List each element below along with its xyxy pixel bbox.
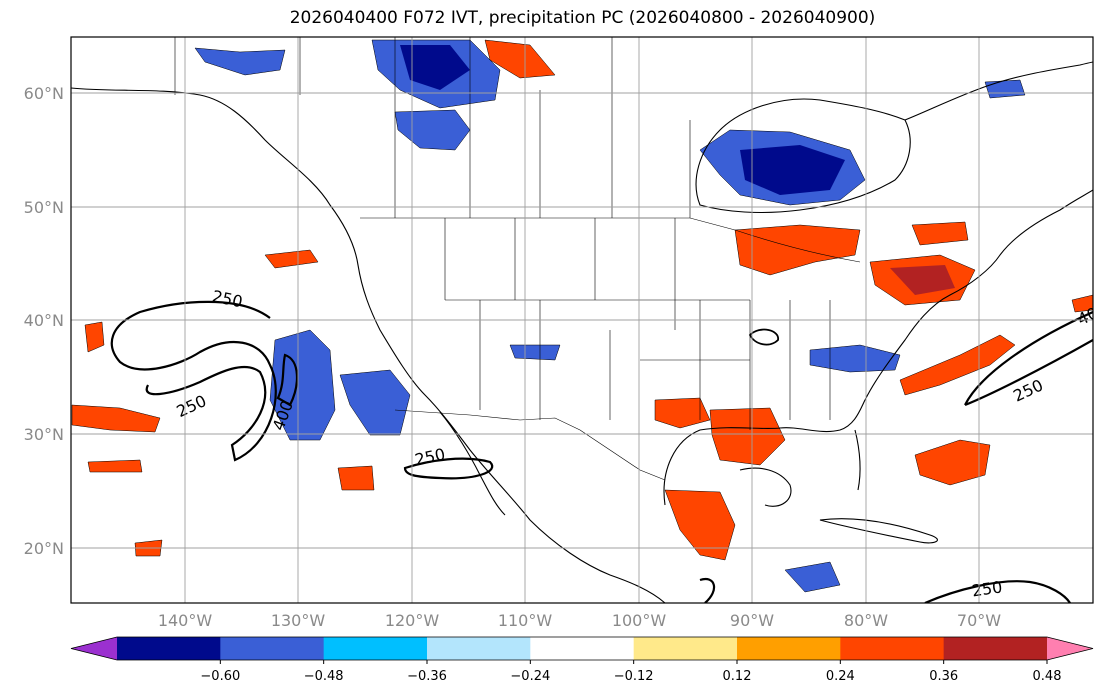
colorbar-segment [530, 637, 635, 660]
colorbar-segment [633, 637, 738, 660]
precip-positive-newfoundland [911, 221, 969, 246]
map-frame [70, 36, 1094, 604]
precip-negative-labrador [984, 79, 1026, 99]
lon-label-80: 80°W [844, 611, 888, 630]
yucatan [739, 467, 792, 507]
colorbar-tick-label: 0.12 [723, 669, 752, 684]
precip-positive-mexico [664, 489, 736, 561]
us-mexico-border [394, 409, 666, 481]
labrador-coast [904, 61, 1093, 121]
lon-label-120: 120°W [385, 611, 440, 630]
colorbar-extend-low [71, 637, 117, 660]
precip-positive-pacific-nw [264, 249, 319, 269]
colorbar-tick-label: −0.12 [614, 669, 654, 684]
colorbar-extend-high [1047, 637, 1093, 660]
precip-negative-alaska-pan [194, 47, 286, 76]
precip-negative-canada-north-core [400, 45, 470, 90]
lon-label-100: 100°W [612, 611, 667, 630]
florida [854, 429, 861, 491]
ivt-contours [110, 300, 1093, 603]
colorbar-tick-label: −0.36 [407, 669, 447, 684]
baja-peninsula [439, 411, 506, 516]
gridlines [71, 37, 1093, 603]
contour-pacific-outer [110, 300, 277, 462]
east-coast [864, 189, 1093, 401]
lat-label-30: 30°N [24, 425, 64, 444]
lon-label-70: 70°W [957, 611, 1001, 630]
cuba [819, 518, 938, 544]
colorbar-segment [220, 637, 325, 660]
map-title: 2026040400 F072 IVT, precipitation PC (2… [289, 8, 876, 28]
colorbar: −0.60 −0.48 −0.36 −0.24 −0.12 0.12 0.24 0.36 0.4… [70, 636, 1094, 684]
colorbar-segment [943, 637, 1048, 660]
colorbar-tick-label: 0.36 [929, 669, 958, 684]
colorbar-tick-label: −0.60 [200, 669, 240, 684]
precip-positive-gulf [654, 397, 711, 429]
lon-label-140: 140°W [158, 611, 213, 630]
colorbar-tick-label: 0.24 [826, 669, 855, 684]
precip-negative-fourcorners [509, 344, 561, 361]
precip-negative-caribbean [784, 561, 841, 593]
precip-positive-atlantic-east [1071, 294, 1093, 313]
west-coast [71, 87, 666, 603]
latitude-labels: 60°N 50°N 40°N 30°N 20°N [24, 84, 64, 558]
colorbar-segment [840, 637, 945, 660]
precip-positive-pacific-s [337, 465, 375, 491]
lat-label-50: 50°N [24, 198, 64, 217]
contour-florida [699, 577, 716, 603]
colorbar-tick-label: −0.24 [510, 669, 550, 684]
lon-label-130: 130°W [271, 611, 326, 630]
contour-label-atlantic-edge: 40 [1074, 303, 1100, 329]
coastlines [71, 61, 1093, 603]
contour-caribbean [924, 580, 1071, 603]
contour-baja [403, 457, 494, 480]
precip-positive-atlantic [899, 334, 1016, 396]
precip-negative-bc [394, 109, 471, 151]
political-borders [174, 37, 861, 481]
contour-ohio [748, 328, 779, 346]
precip-negative-pacific-2 [339, 369, 411, 436]
precip-shading [71, 39, 1093, 593]
colorbar-segment [117, 637, 221, 660]
contour-atlantic [964, 310, 1093, 407]
precip-positive-pacific-west [71, 404, 161, 433]
precip-positive-pacific-edge [84, 321, 105, 353]
precip-positive-atlantic-2 [914, 439, 991, 486]
colorbar-tick-label: −0.48 [304, 669, 344, 684]
colorbar-outline [70, 636, 1094, 661]
lat-label-20: 20°N [24, 539, 64, 558]
longitude-labels: 140°W 130°W 120°W 110°W 100°W 90°W 80°W … [158, 611, 1001, 630]
precip-positive-greatlakes [734, 224, 861, 276]
colorbar-tick-label: 0.48 [1033, 669, 1062, 684]
us-states [444, 218, 831, 430]
lat-label-40: 40°N [24, 311, 64, 330]
gulf-coast [663, 399, 866, 506]
lon-label-90: 90°W [730, 611, 774, 630]
precip-negative-hudson-core [740, 145, 845, 195]
colorbar-segment [323, 637, 428, 660]
lat-label-60: 60°N [24, 84, 64, 103]
us-canada-border [360, 217, 861, 263]
lon-label-110: 110°W [498, 611, 553, 630]
precip-negative-tenn [809, 344, 901, 373]
colorbar-segment [737, 637, 841, 660]
precip-positive-northeast-core [890, 265, 955, 295]
precip-positive-gulf-2 [709, 407, 786, 466]
precip-positive-pacific-sw [87, 459, 143, 473]
contour-pacific-core [276, 353, 298, 407]
canada-provinces [299, 37, 691, 218]
precip-positive-canada-top [484, 39, 556, 79]
colorbar-segment [427, 637, 531, 660]
